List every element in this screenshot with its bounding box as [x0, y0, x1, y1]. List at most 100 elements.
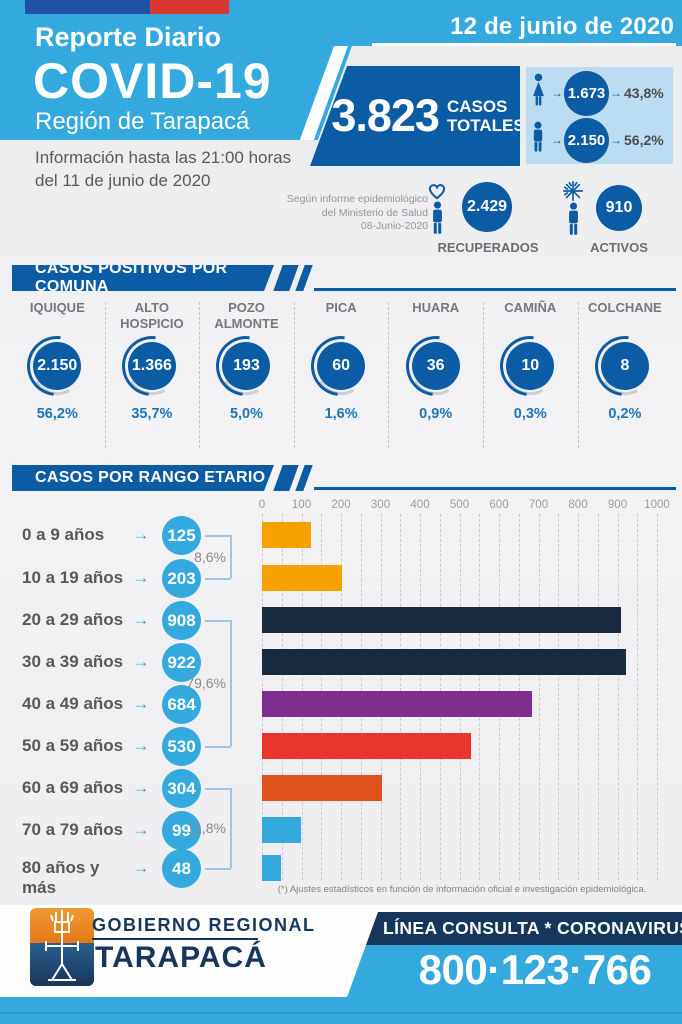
comuna-count-circle: 8	[600, 342, 649, 390]
hotline-number: 800·123·766	[418, 946, 652, 993]
total-cases-label: CASOS TOTALES	[446, 97, 525, 135]
age-count-circle: 203	[162, 559, 201, 598]
info-cutoff-note: Información hasta las 21:00 horas del 11…	[35, 146, 291, 192]
arrow-icon: →	[132, 778, 150, 797]
axis-tick-label: 500	[449, 499, 470, 511]
comuna-name: CAMIÑA	[504, 300, 557, 315]
age-bar	[262, 565, 343, 591]
comuna-count-circle: 60	[317, 342, 366, 390]
age-count-circle: 922	[162, 643, 201, 682]
chile-flag-red-stripe	[150, 0, 229, 14]
axis-tick-label: 200	[331, 499, 351, 511]
comuna-name: POZO ALMONTE	[214, 300, 279, 331]
comuna-section-banner: CASOS POSITIVOS POR COMUNA	[12, 265, 274, 291]
heart-icon	[427, 183, 447, 205]
bracket-stub	[205, 868, 231, 870]
comuna-count-circle: 193	[222, 342, 271, 390]
arrow-icon: →	[132, 820, 150, 839]
age-range-label: 10 a 19 años	[22, 568, 124, 587]
comuna-percentage: 0,9%	[419, 406, 453, 422]
bracket-percentage: 11,8%	[187, 820, 226, 836]
comuna-percentage: 1,6%	[324, 406, 358, 422]
recovered-label: RECUPERADOS	[437, 240, 539, 255]
comuna-name: HUARA	[412, 300, 460, 315]
female-row: → 1.673 → 43,8%	[526, 69, 673, 117]
source-note-line3: 08-Junio-2020	[360, 220, 428, 232]
bracket-stub	[205, 578, 231, 580]
age-bar	[262, 733, 472, 759]
comuna-circle-wrap: 60	[298, 323, 384, 409]
region-label: Región de Tarapacá	[35, 108, 250, 135]
geoglyph-figure-icon	[45, 910, 79, 981]
age-count-circle: 908	[162, 601, 201, 640]
active-label: ACTIVOS	[590, 240, 648, 255]
comuna-count-circle: 2.150	[33, 342, 82, 390]
comuna-percentage: 35,7%	[131, 406, 173, 422]
age-range-label: 50 a 59 años	[22, 736, 124, 755]
comuna-name: IQUIQUE	[29, 300, 85, 315]
page-title: COVID-19	[33, 53, 272, 109]
virus-icon	[562, 180, 584, 207]
hotline-label: LÍNEA CONSULTA * CORONAVIRUS	[382, 918, 682, 938]
chart-gridline	[538, 514, 540, 880]
age-range-label: 0 a 9 años	[22, 525, 105, 544]
source-note-line2: del Ministerio de Salud	[321, 206, 428, 219]
recovered-person-icon	[429, 200, 446, 243]
arrow-icon: →	[132, 858, 150, 877]
age-count-circle: 125	[162, 516, 201, 555]
comuna-column: POZO ALMONTE 193 5,0%	[199, 300, 294, 450]
active-count-circle: 910	[596, 185, 642, 231]
arrow-icon: →	[132, 525, 150, 544]
axis-tick-label: 600	[489, 499, 509, 511]
age-range-label: 30 a 39 años	[22, 652, 124, 671]
female-percentage: 43,8%	[624, 85, 664, 101]
comuna-name: PICA	[325, 300, 357, 315]
female-count-circle: 1.673	[564, 70, 609, 116]
gov-regional-label: GOBIERNO REGIONAL	[92, 915, 316, 935]
recovered-count-circle: 2.429	[462, 182, 512, 232]
comuna-percentage: 0,2%	[608, 406, 642, 422]
gobierno-regional-logo	[30, 908, 94, 986]
banner-slash-icon	[295, 465, 313, 491]
age-bar	[262, 522, 312, 548]
bracket-percentage: 79,6%	[186, 675, 226, 691]
total-cases-value: 3.823	[331, 90, 440, 141]
age-section-banner: CASOS POR RANGO ETARIO	[12, 465, 274, 491]
axis-tick-label: 400	[410, 499, 430, 511]
info-cutoff-line1: Información hasta las 21:00 horas	[35, 148, 292, 167]
age-count-circle: 684	[162, 685, 201, 724]
banner-slash-icon	[273, 265, 299, 291]
comuna-column: HUARA 36 0,9%	[388, 300, 483, 450]
arrow-icon: →	[132, 694, 150, 713]
male-count-circle: 2.150	[564, 117, 609, 163]
arrow-icon: →	[610, 133, 622, 147]
bracket-line	[230, 788, 232, 868]
axis-tick-label: 1000	[644, 499, 670, 511]
arrow-icon: →	[551, 86, 563, 100]
total-cases-label-line1: CASOS	[446, 97, 508, 116]
age-range-label: 20 a 29 años	[22, 610, 124, 629]
age-range-label: 40 a 49 años	[22, 694, 124, 713]
source-note-line1: Según informe epidemiológico	[286, 193, 428, 205]
axis-tick-label: 900	[607, 499, 628, 511]
age-count-circle: 304	[162, 769, 201, 808]
age-bar	[262, 691, 533, 717]
comuna-separator	[199, 302, 201, 448]
chart-gridline	[657, 514, 658, 880]
total-cases-label-line2: TOTALES	[446, 116, 525, 135]
comuna-circle-wrap: 1.366	[109, 323, 195, 409]
total-cases-panel: 3.823 CASOS TOTALES	[310, 66, 520, 166]
comuna-percentage: 5,0%	[229, 406, 264, 422]
comuna-circle-wrap: 193	[204, 323, 289, 409]
footer-divider-line	[0, 1012, 682, 1014]
bracket-line	[230, 620, 232, 746]
report-date: 12 de junio de 2020	[450, 13, 674, 40]
arrow-icon: →	[132, 610, 150, 629]
comuna-name: COLCHANE	[588, 300, 662, 315]
comuna-separator	[483, 302, 484, 448]
banner-slash-icon	[295, 265, 313, 291]
male-icon	[526, 120, 550, 161]
arrow-icon: →	[132, 736, 150, 755]
comuna-column: IQUIQUE 2.150 56,2%	[10, 300, 105, 450]
